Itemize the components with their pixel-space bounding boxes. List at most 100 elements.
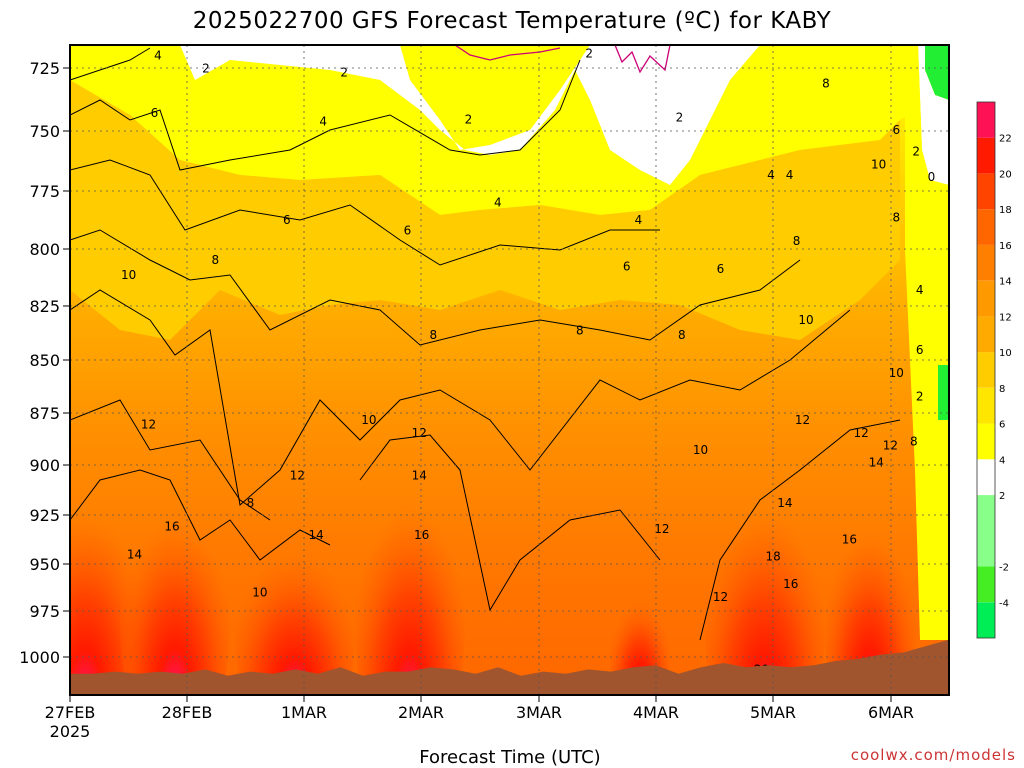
colorbar-tick: 12 — [999, 312, 1012, 323]
x-tick-4mar: 4MAR — [633, 703, 679, 722]
x-tick-28feb: 28FEB — [162, 703, 213, 722]
contour-label: 16 — [414, 528, 429, 542]
contour-label: 6 — [151, 106, 159, 120]
contour-label: 4 — [494, 196, 502, 210]
contour-label: 12 — [853, 426, 868, 440]
light-orange-band — [70, 80, 900, 340]
contour-label: 8 — [247, 496, 255, 510]
contour-label: 10 — [121, 268, 136, 282]
contour-label: 2 — [912, 145, 920, 159]
y-tick-875: 875 — [29, 404, 60, 423]
warm-core-6 — [705, 465, 825, 695]
y-tick-900: 900 — [29, 456, 60, 475]
yellow-upper-band — [70, 45, 949, 215]
white-cold-pocket — [180, 45, 760, 185]
contour-label: 2 — [676, 111, 684, 125]
contour-label: 6 — [916, 343, 924, 357]
colorbar-tick: -2 — [999, 563, 1009, 574]
contour-label: 8 — [822, 76, 830, 90]
contour-label: 8 — [910, 434, 918, 448]
y-tick-925: 925 — [29, 506, 60, 525]
contour-label: 12 — [654, 522, 669, 536]
contour-label: 2 — [465, 113, 473, 127]
colorbar: 22 20 18 16 14 12 10 8 6 4 2 -2 -4 — [976, 101, 1012, 639]
colorbar-tick: 6 — [999, 420, 1005, 431]
warm-core-4 — [355, 460, 465, 695]
contour-label: 8 — [429, 328, 437, 342]
colorbar-tick: 16 — [999, 241, 1012, 252]
x-axis-label: Forecast Time (UTC) — [419, 747, 600, 768]
contour-label: 2 — [585, 47, 593, 61]
y-axis: 725 750 775 800 825 850 875 900 925 950 … — [19, 59, 70, 667]
contour-label: 8 — [678, 328, 686, 342]
x-tick-27feb: 27FEB — [45, 703, 96, 722]
white-band-right — [918, 45, 949, 185]
magenta-contour — [454, 45, 671, 74]
colorbar-swatch — [977, 316, 995, 353]
contour-label: 6 — [717, 262, 725, 276]
contour-label: 10 — [889, 366, 904, 380]
colorbar-tick: 14 — [999, 277, 1012, 288]
x-tick-1mar: 1MAR — [281, 703, 327, 722]
contour-label: 0 — [928, 170, 936, 184]
ground-fill — [70, 639, 949, 695]
y-tick-1000: 1000 — [19, 648, 60, 667]
colorbar-swatch — [977, 352, 995, 388]
contour-label: 14 — [777, 496, 792, 510]
colorbar-swatch — [977, 566, 995, 603]
contour-label: 4 — [916, 283, 924, 297]
x-tick-5mar: 5MAR — [750, 703, 796, 722]
x-tick-6mar: 6MAR — [868, 703, 914, 722]
colorbar-swatch — [977, 495, 995, 567]
y-tick-725: 725 — [29, 59, 60, 78]
colorbar-tick: -4 — [999, 598, 1009, 609]
plot-area — [70, 45, 949, 695]
colorbar-frame — [976, 101, 996, 639]
warm-core-5 — [610, 580, 670, 695]
contour-label: 12 — [412, 426, 427, 440]
contour-label: 6 — [623, 260, 631, 274]
y-tick-975: 975 — [29, 602, 60, 621]
contour-label: 6 — [892, 123, 900, 137]
x-tick-2mar: 2MAR — [398, 703, 444, 722]
contour-label: 6 — [404, 223, 412, 237]
contour-label: 8 — [211, 253, 219, 267]
colorbar-swatch — [977, 602, 995, 638]
contour-label: 12 — [713, 590, 728, 604]
warm-core-3 — [235, 520, 355, 695]
colorbar-swatch — [977, 137, 995, 174]
contour-label: 10 — [252, 586, 267, 600]
contour-label: 8 — [892, 211, 900, 225]
colorbar-tick: 18 — [999, 205, 1012, 216]
contour-label: 4 — [786, 168, 794, 182]
contour-label: 14 — [127, 547, 142, 561]
grid-lines — [70, 45, 949, 695]
yellow-right-edge — [905, 45, 949, 640]
contour-label: 4 — [767, 168, 775, 182]
x-tick-3mar: 3MAR — [516, 703, 562, 722]
x-axis: 27FEB 2025 28FEB 1MAR 2MAR 3MAR 4MAR 5MA… — [45, 695, 914, 741]
contour-label: 12 — [883, 439, 898, 453]
plot-frame — [69, 44, 950, 696]
warm-core-2 — [120, 480, 230, 695]
x-tick-year: 2025 — [50, 722, 91, 741]
green-cold-band-mid — [938, 365, 949, 420]
contour-label: 4 — [319, 115, 327, 129]
contour-label: 2 — [202, 61, 210, 75]
colorbar-swatch — [977, 387, 995, 424]
colorbar-swatch — [977, 459, 995, 495]
colorbar-tick: 8 — [999, 384, 1005, 395]
contour-label: 8 — [576, 324, 584, 338]
colorbar-tick: 22 — [999, 134, 1012, 145]
warm-core-7 — [825, 495, 915, 695]
contour-label: 6 — [283, 213, 291, 227]
y-tick-950: 950 — [29, 555, 60, 574]
y-tick-750: 750 — [29, 122, 60, 141]
colorbar-swatch — [977, 423, 995, 460]
colorbar-swatch — [977, 280, 995, 317]
y-tick-775: 775 — [29, 182, 60, 201]
contour-label: 14 — [412, 469, 427, 483]
y-tick-800: 800 — [29, 240, 60, 259]
contour-label: 12 — [141, 417, 156, 431]
